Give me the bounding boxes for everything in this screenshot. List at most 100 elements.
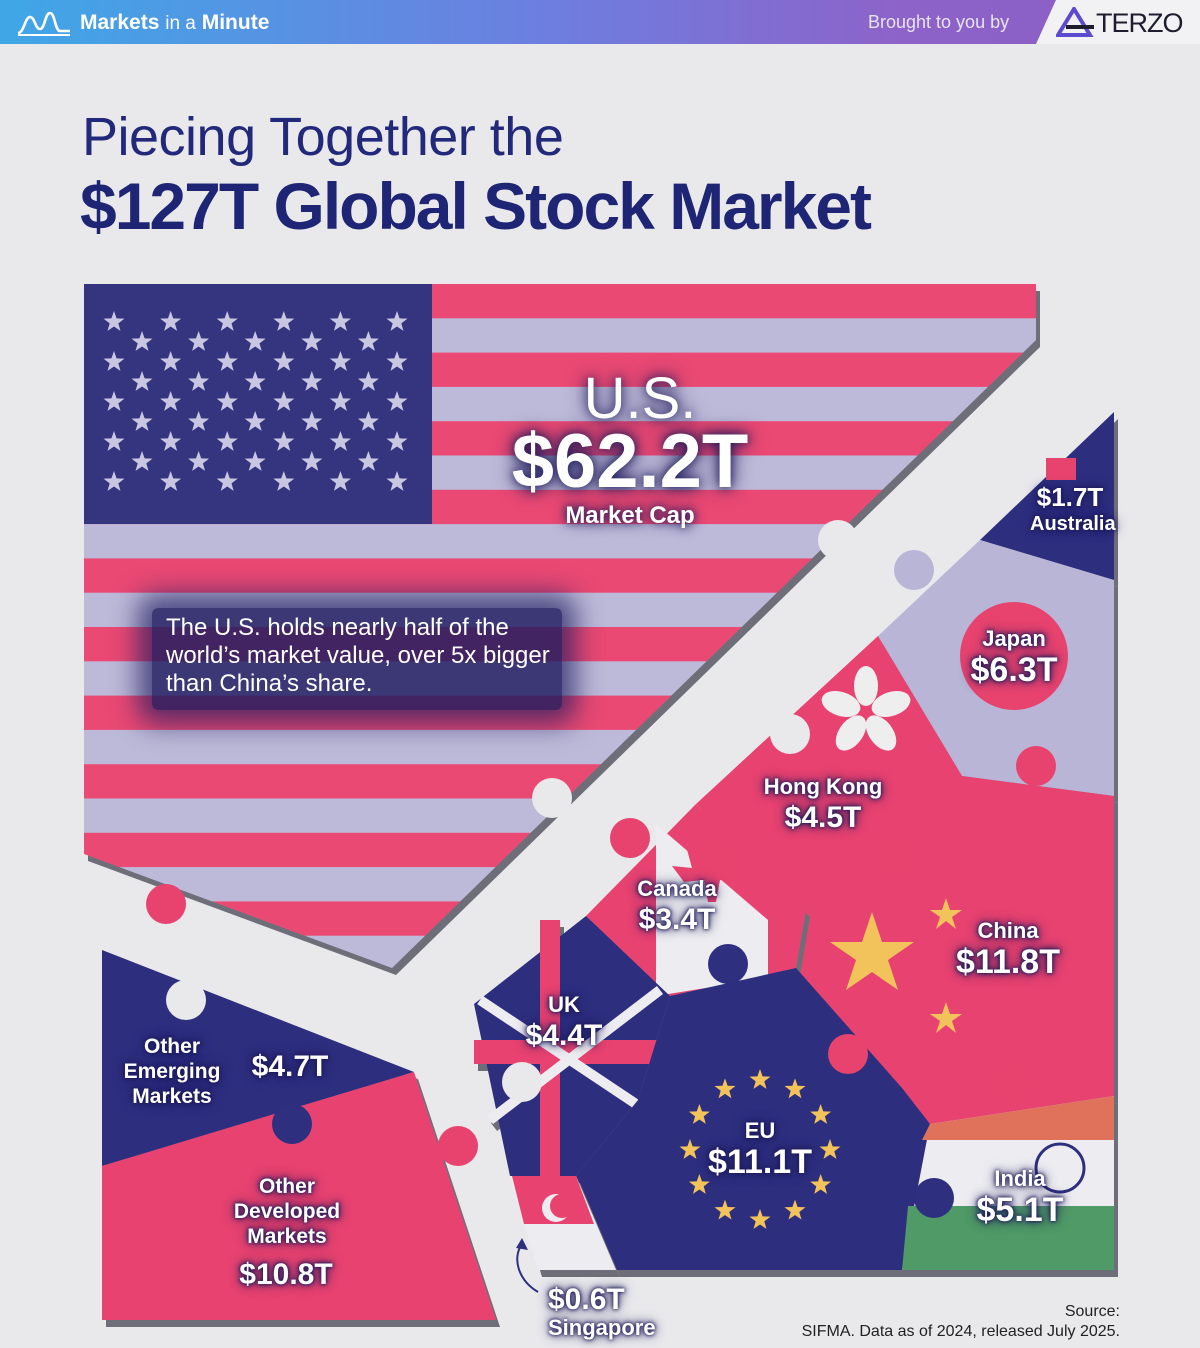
china-small-star (930, 1002, 962, 1033)
india-piece (902, 1096, 1114, 1270)
title-line-1: Piecing Together the (82, 107, 564, 167)
singapore-crescent-cut (550, 1194, 574, 1218)
australia-flag-corner (1046, 458, 1076, 480)
uk-label: UK $4.4T (525, 992, 603, 1052)
china-label: China $11.8T (956, 918, 1060, 981)
us-flag-star (244, 451, 266, 471)
us-flag-star (386, 431, 408, 451)
japan-knob (1016, 746, 1056, 786)
eu-flag-star (749, 1069, 771, 1089)
oem-value: $4.7T (251, 1050, 329, 1083)
us-flag-star (273, 311, 295, 331)
uk-knob (502, 1062, 542, 1102)
us-flag-star (131, 451, 153, 471)
us-flag-star (329, 391, 351, 411)
canada-label: Canada $3.4T (637, 876, 717, 936)
us-flag-star (357, 451, 379, 471)
us-flag-star (273, 351, 295, 371)
us-flag-star (216, 351, 238, 371)
china-small-star (930, 898, 962, 929)
oem-knob (166, 980, 206, 1020)
us-flag-star (160, 351, 182, 371)
china-knob (876, 838, 916, 878)
us-flag-star (301, 411, 323, 431)
sponsor-logo: TERZO (1036, 0, 1200, 44)
us-flag-star (188, 331, 210, 351)
oem-label: Other Emerging Markets (123, 1035, 221, 1108)
us-flag-star (329, 431, 351, 451)
eu-flag-star (688, 1104, 710, 1124)
us-knob (818, 520, 858, 560)
us-flag-star (103, 431, 125, 451)
eu-flag-star (810, 1104, 832, 1124)
us-stars (103, 311, 408, 491)
india-label: India $5.1T (976, 1166, 1064, 1229)
canada-knob (708, 944, 748, 984)
terzo-icon (1056, 7, 1094, 37)
odm-value: $10.8T (239, 1258, 333, 1291)
eu-stars (679, 1069, 841, 1229)
us-flag-star (131, 411, 153, 431)
us-flag-star (103, 351, 125, 371)
note-box (152, 608, 562, 710)
us-flag-star (386, 391, 408, 411)
odm-piece (102, 1072, 496, 1320)
sponsor-name: TERZO (1096, 8, 1183, 38)
us-flag-star (160, 391, 182, 411)
us-flag-star (216, 311, 238, 331)
us-flag-star (273, 431, 295, 451)
us-flag-star (357, 371, 379, 391)
us-flag-star (357, 331, 379, 351)
japan-sun (960, 602, 1068, 710)
us-knob (146, 884, 186, 924)
us-flag-star (131, 371, 153, 391)
source-text: SIFMA. Data as of 2024, released July 20… (801, 1323, 1120, 1340)
us-flag-star (273, 471, 295, 491)
us-flag-star (273, 391, 295, 411)
india-knob (914, 1178, 954, 1218)
brand-logo: Markets in a Minute (16, 8, 269, 38)
hongkong-label: Hong Kong $4.5T (763, 774, 883, 834)
us-value: $62.2T (511, 419, 749, 504)
japan-label: Japan $6.3T (970, 626, 1058, 689)
us-flag-star (329, 311, 351, 331)
odm-knob (438, 1126, 478, 1166)
us-flag-star (386, 311, 408, 331)
us-subtitle: Market Cap (565, 502, 695, 529)
us-flag-star (244, 331, 266, 351)
header-bar: Markets in a Minute Brought to you by TE… (0, 0, 1200, 44)
us-flag-star (386, 471, 408, 491)
eu-flag-star (784, 1078, 806, 1099)
eu-flag-star (784, 1199, 806, 1220)
us-flag-star (301, 451, 323, 471)
us-knob (696, 680, 736, 720)
australia-piece (980, 412, 1114, 580)
china-big-star (830, 912, 914, 990)
us-flag-star (216, 471, 238, 491)
note-text: The U.S. holds nearly half of the world’… (166, 614, 550, 697)
us-flag-star (301, 331, 323, 351)
eu-flag-star (819, 1139, 841, 1159)
eu-flag-star (714, 1199, 736, 1220)
us-flag-star (216, 431, 238, 451)
china-knob (994, 1066, 1034, 1106)
us-flag-star (329, 351, 351, 371)
us-flag-star (160, 471, 182, 491)
china-piece (796, 776, 1114, 1124)
odm-label: Other Developed Markets (233, 1175, 341, 1248)
brand-name: Markets in a Minute (80, 11, 270, 34)
title-line-2: $127T Global Stock Market (80, 169, 872, 243)
eu-flag-star (679, 1139, 701, 1159)
arrow-head-icon (516, 1238, 528, 1250)
us-flag-star (357, 411, 379, 431)
us-flag-star (244, 371, 266, 391)
maple-leaf-icon (672, 832, 752, 902)
bauhinia-icon (821, 666, 911, 751)
eu-label: EU $11.1T (708, 1118, 812, 1181)
sponsor-text: Brought to you by (868, 12, 1010, 32)
us-flag-star (386, 351, 408, 371)
odm-knob (272, 1104, 312, 1144)
us-flag-star (188, 371, 210, 391)
us-flag-star (301, 371, 323, 391)
us-flag-star (244, 411, 266, 431)
